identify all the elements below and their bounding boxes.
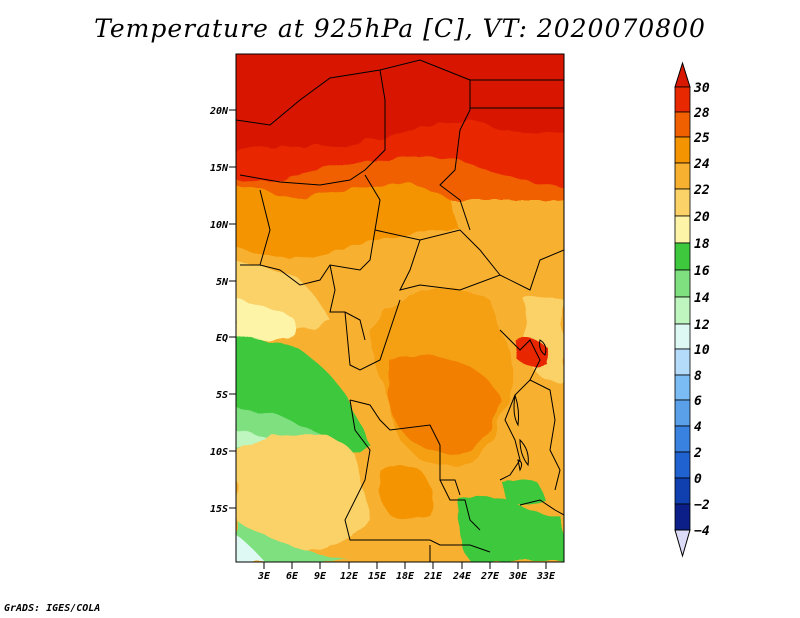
colorbar-label-10: 10 xyxy=(694,343,710,358)
band-24-25-sahel xyxy=(236,184,460,260)
colorbar-swatch-12-14 xyxy=(674,296,691,325)
lat-tick-20N: 20N xyxy=(209,106,236,117)
colorbar-top-arrow xyxy=(674,61,691,88)
band-14-16-south xyxy=(236,520,350,562)
band-24-25-congo xyxy=(370,288,514,465)
colorbar-label-14: 14 xyxy=(694,291,710,306)
lat-tick-15S: 15S xyxy=(210,504,236,515)
colorbar-swatch-0-2 xyxy=(674,451,691,479)
colorbar-label-0: 0 xyxy=(694,472,702,487)
lon-tick-9E: 9E xyxy=(314,562,327,582)
colorbar-swatch-18-20 xyxy=(674,215,691,244)
colorbar-label-4: 4 xyxy=(694,420,702,435)
colorbar-label-16: 16 xyxy=(694,264,710,279)
lat-tick-10S: 10S xyxy=(210,447,236,458)
colorbar-swatch-20-22 xyxy=(674,188,691,217)
lon-label-21E: 21E xyxy=(423,571,443,582)
lon-label-3E: 3E xyxy=(257,571,271,582)
lat-tick-5N: 5N xyxy=(216,277,236,288)
lat-label-15S: 15S xyxy=(210,504,228,515)
colorbar-swatch-6-8 xyxy=(674,374,691,401)
lat-tick-15N: 15N xyxy=(210,163,236,174)
colorbar-label-25: 25 xyxy=(693,131,710,146)
lon-axis: 3E 6E 9E 12E 15E 18E 21E 24E 27E 30E 33E xyxy=(257,562,556,582)
lat-label-10N: 10N xyxy=(210,220,229,231)
band-12-14-ocean xyxy=(236,430,270,449)
colorbar-swatch-16-18 xyxy=(674,242,691,271)
lat-label-5N: 5N xyxy=(216,277,229,288)
colorbar-swatch-m4-m2 xyxy=(674,503,691,531)
lon-tick-3E: 3E xyxy=(257,562,271,582)
colorbar-swatch-8-10 xyxy=(674,348,691,376)
colorbar-label-2: 2 xyxy=(693,446,702,461)
lat-label-15N: 15N xyxy=(210,163,229,174)
lon-tick-18E: 18E xyxy=(396,562,415,582)
band-24-25-south-central xyxy=(378,465,434,520)
band-20-22-angola xyxy=(236,434,370,552)
lat-tick-5S: 5S xyxy=(216,390,236,401)
colorbar-label-24: 24 xyxy=(693,157,710,172)
lon-label-15E: 15E xyxy=(368,571,387,582)
lon-tick-30E: 30E xyxy=(508,562,528,582)
colorbar-swatch-14-16 xyxy=(674,269,691,298)
lon-label-33E: 33E xyxy=(536,571,556,582)
lon-label-6E: 6E xyxy=(286,571,299,582)
lon-label-24E: 24E xyxy=(452,571,472,582)
grads-credit: GrADS: IGES/COLA xyxy=(4,603,101,614)
lon-tick-24E: 24E xyxy=(452,562,472,582)
colorbar-swatch-2-4 xyxy=(674,425,691,453)
country-borders xyxy=(236,59,564,562)
lon-tick-15E: 15E xyxy=(368,562,387,582)
lat-tick-EQ: EQ xyxy=(216,333,236,344)
band-16-18-southeast xyxy=(458,498,564,562)
map-frame xyxy=(235,53,565,563)
band-10-12-south xyxy=(236,535,265,562)
colorbar-swatch-28-30 xyxy=(674,86,691,113)
colorbar-swatch-4-6 xyxy=(674,399,691,427)
colorbar-swatch-25-28 xyxy=(674,111,691,138)
lon-tick-12E: 12E xyxy=(340,562,359,582)
colorbar-label-20: 20 xyxy=(693,210,710,225)
temperature-field xyxy=(236,54,564,562)
lon-tick-21E: 21E xyxy=(423,562,443,582)
band-above-30-north xyxy=(236,54,564,150)
colorbar-label-18: 18 xyxy=(694,237,710,252)
colorbar-label-22: 22 xyxy=(693,183,710,198)
lat-label-10S: 10S xyxy=(210,447,228,458)
colorbar-label-6: 6 xyxy=(694,394,702,409)
colorbar-label-m2: −2 xyxy=(694,498,710,513)
colorbar: 30 28 25 24 22 20 18 16 14 12 10 8 6 4 2… xyxy=(674,61,710,558)
colorbar-label-30: 30 xyxy=(693,81,710,96)
lat-tick-10N: 10N xyxy=(210,220,236,231)
colorbar-swatch-10-12 xyxy=(674,323,691,350)
colorbar-label-8: 8 xyxy=(694,369,702,384)
lat-axis: 20N 15N 10N 5N EQ 5S 10S 15S xyxy=(209,106,236,515)
lon-label-12E: 12E xyxy=(340,571,359,582)
colorbar-swatch-24-25 xyxy=(674,136,691,164)
lon-label-9E: 9E xyxy=(314,571,327,582)
lon-tick-6E: 6E xyxy=(286,562,299,582)
lon-tick-33E: 33E xyxy=(536,562,556,582)
lat-label-EQ: EQ xyxy=(216,333,228,344)
lon-label-30E: 30E xyxy=(508,571,528,582)
colorbar-label-12: 12 xyxy=(694,318,710,333)
colorbar-label-m4: −4 xyxy=(694,524,710,539)
lakes xyxy=(513,339,547,472)
band-18-20-coast xyxy=(236,300,295,340)
colorbar-swatch-22-24 xyxy=(674,162,691,190)
lat-label-5S: 5S xyxy=(216,390,228,401)
lon-tick-27E: 27E xyxy=(480,562,500,582)
lat-label-20N: 20N xyxy=(209,106,229,117)
colorbar-bottom-arrow xyxy=(674,529,691,558)
lon-label-27E: 27E xyxy=(480,571,500,582)
lon-label-18E: 18E xyxy=(396,571,415,582)
chart-title: Temperature at 925hPa [C], VT: 202007080… xyxy=(94,14,706,43)
colorbar-swatch-m2-0 xyxy=(674,477,691,505)
colorbar-label-28: 28 xyxy=(693,106,710,121)
